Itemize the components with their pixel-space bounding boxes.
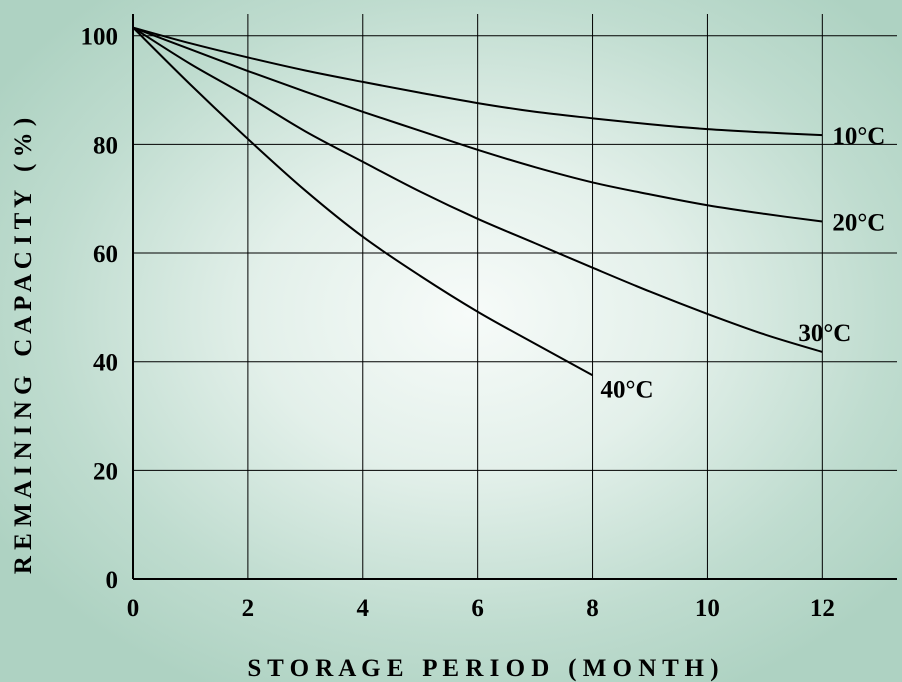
series-labels: 10°C 20°C 30°C 40°C (601, 123, 886, 403)
y-axis-title: R E M A I N I N G C A P A C I T Y ( % ) (10, 118, 37, 574)
x-tick-label: 10 (695, 595, 720, 622)
y-tick-label: 20 (93, 458, 118, 485)
axes (132, 14, 897, 580)
series-line (132, 26, 823, 137)
series-line (132, 26, 823, 223)
y-tick-label: 0 (106, 567, 119, 594)
y-tick-label: 100 (81, 24, 119, 51)
series-label: 40°C (601, 376, 654, 403)
x-tick-label: 12 (810, 595, 835, 622)
x-axis-title: S T O R A G E P E R I O D ( M O N T H ) (247, 655, 718, 682)
y-tick-label: 40 (93, 350, 118, 377)
x-tick-label: 0 (127, 595, 140, 622)
x-tick-label: 6 (471, 595, 484, 622)
series-line (132, 26, 594, 377)
series-lines (132, 26, 823, 377)
series-line (132, 26, 823, 353)
gridlines (133, 14, 897, 579)
x-tick-label: 4 (357, 595, 370, 622)
series-label: 10°C (832, 123, 885, 150)
y-tick-label: 60 (93, 241, 118, 268)
series-label: 30°C (798, 320, 851, 347)
y-tick-labels: 0 20 40 60 80 100 (81, 24, 119, 594)
y-tick-label: 80 (93, 132, 118, 159)
series-label: 20°C (832, 210, 885, 237)
x-tick-label: 2 (242, 595, 255, 622)
x-tick-labels: 0 2 4 6 8 10 12 (127, 595, 835, 622)
x-tick-label: 8 (586, 595, 599, 622)
